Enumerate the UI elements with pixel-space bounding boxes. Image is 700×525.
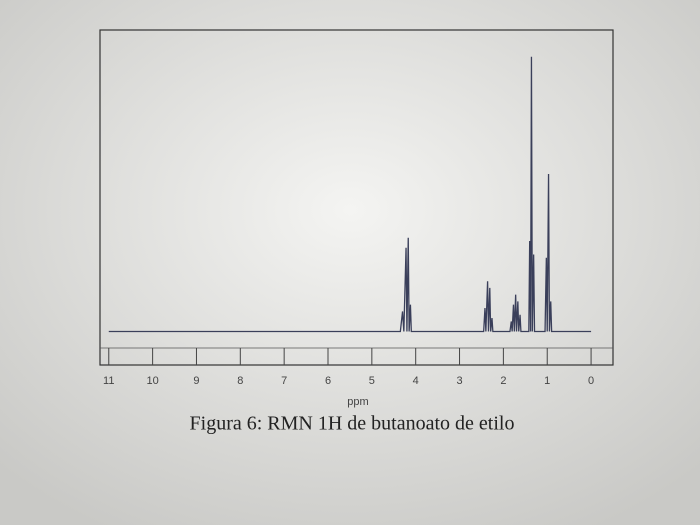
x-tick-label: 6 [325,375,331,387]
x-tick-label: 4 [413,375,419,387]
spectrum-line [108,56,592,333]
x-tick-label: 3 [456,375,462,387]
x-tick-label: 2 [500,375,506,387]
x-tick-label: 9 [193,375,199,387]
x-tick-label: 5 [369,375,375,387]
x-tick-label: 0 [588,375,594,387]
x-tick-label: 8 [237,375,243,387]
x-tick-label: 7 [281,375,287,387]
x-tick-label: 11 [103,375,114,387]
plot-frame [99,29,614,366]
x-axis-label: ppm [347,396,368,408]
x-tick-label: 10 [146,375,158,387]
caption: Figura 6: RMN 1H de butanoato de etilo [190,413,515,435]
x-tick-label: 1 [544,375,550,387]
